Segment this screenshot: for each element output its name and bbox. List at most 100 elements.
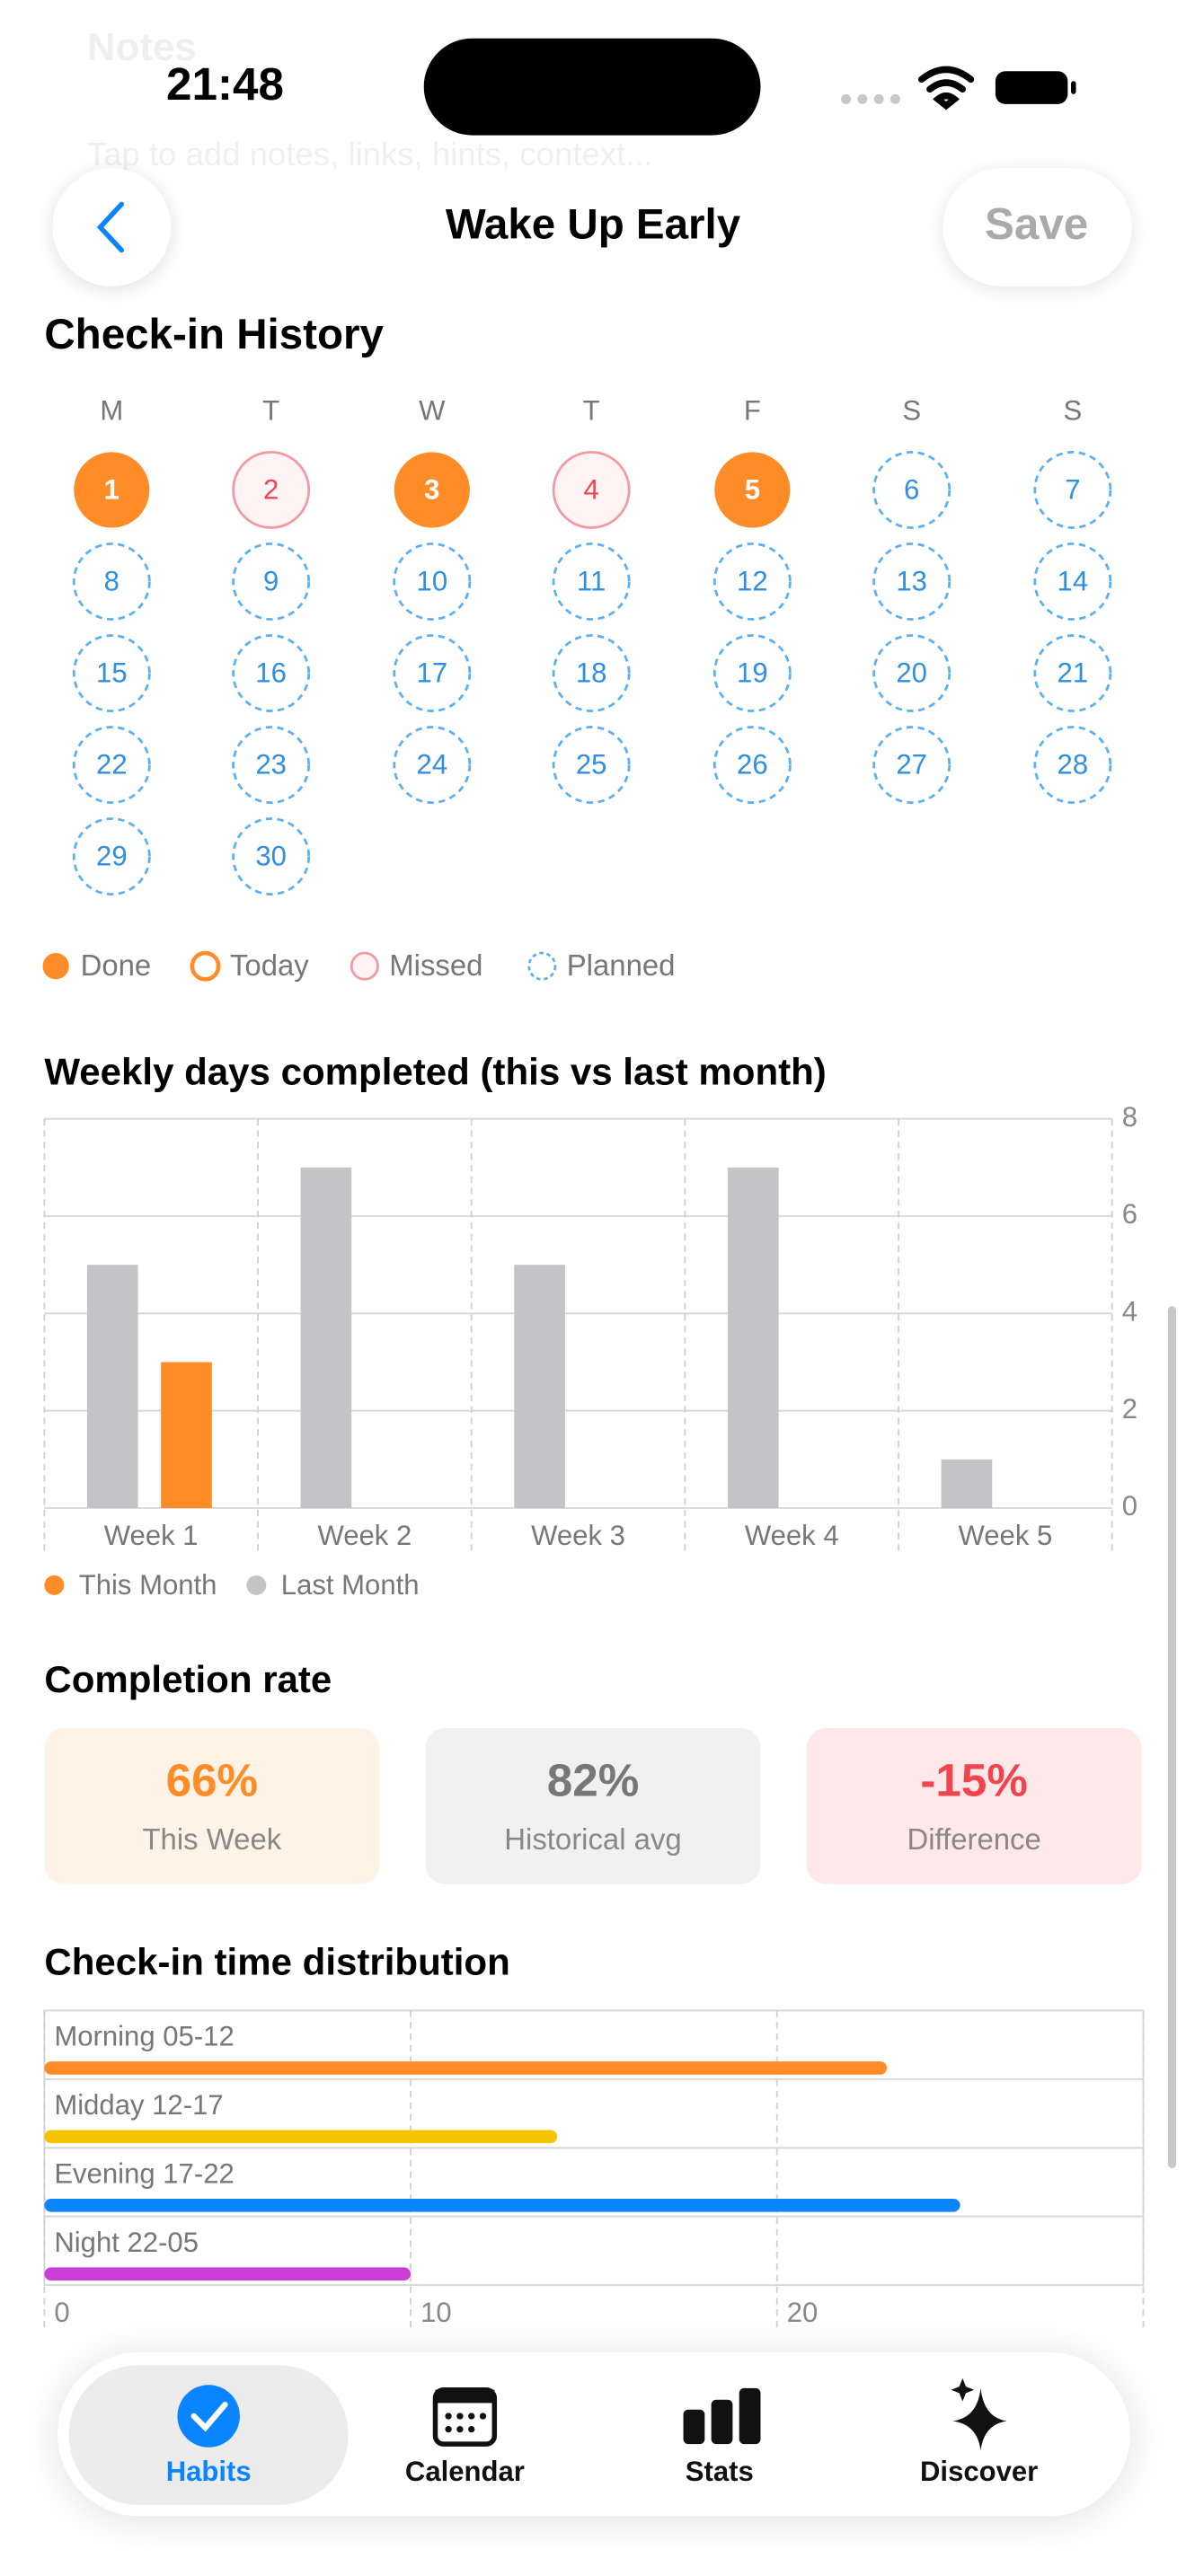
day-label: 29: [96, 841, 128, 872]
day-circle: [74, 452, 150, 528]
day-label: 10: [417, 566, 448, 597]
day-label: 27: [896, 749, 927, 781]
section-title: Completion rate: [44, 1658, 332, 1700]
tab-label: Calendar: [405, 2456, 525, 2487]
day-circle: [232, 543, 311, 621]
bar: [161, 1362, 212, 1508]
x-tick-label: 0: [54, 2297, 69, 2328]
weekday: M: [100, 395, 123, 427]
day-circle: [552, 543, 631, 621]
legend-label: Today: [230, 948, 309, 982]
category-label: Night 22-05: [54, 2227, 199, 2258]
day-circle: [872, 726, 951, 804]
bar: [44, 2198, 960, 2212]
tab-label: Stats: [686, 2456, 754, 2487]
weekday: S: [1063, 395, 1082, 427]
day-circle: [394, 452, 470, 528]
day-circle: [72, 634, 151, 712]
legend-swatch: [350, 951, 379, 981]
save-button[interactable]: [943, 168, 1132, 287]
bar: [44, 2267, 412, 2280]
day-label: 21: [1058, 657, 1089, 689]
day-label: 12: [737, 566, 768, 597]
legend-swatch: [246, 1575, 267, 1595]
day-circle: [872, 543, 951, 621]
stats-icon: [683, 2387, 761, 2445]
weekday: T: [262, 395, 279, 427]
notes-hint: Tap to add notes, links, hints, context.…: [87, 136, 653, 172]
y-tick-label: 6: [1122, 1198, 1137, 1230]
legend-label: This Month: [79, 1569, 217, 1601]
category-label: Evening 17-22: [54, 2158, 234, 2190]
day-label: 25: [576, 749, 607, 781]
category-label: Midday 12-17: [54, 2089, 223, 2121]
day-circle: [1033, 634, 1112, 712]
bar: [44, 2130, 558, 2144]
day-circle: [393, 726, 472, 804]
x-tick-label: 10: [420, 2297, 452, 2328]
day-circle: [72, 817, 151, 895]
day-circle: [552, 634, 631, 712]
back-button[interactable]: [52, 168, 172, 287]
day-circle: [1033, 726, 1112, 804]
category-label: Morning 05-12: [54, 2021, 234, 2052]
bar: [86, 1265, 138, 1508]
day-label: 16: [255, 657, 287, 689]
weekday: F: [744, 395, 761, 427]
x-tick-label: 20: [787, 2297, 819, 2328]
day-circle: [714, 452, 791, 528]
day-label: 11: [577, 566, 606, 597]
day-label: 18: [576, 657, 607, 689]
day-label: 26: [737, 749, 768, 781]
weekday: W: [419, 395, 446, 427]
day-circle: [232, 451, 311, 529]
tab-label: Discover: [920, 2456, 1038, 2487]
day-label: 7: [1065, 473, 1080, 505]
x-tick-label: Week 4: [745, 1520, 839, 1551]
legend-swatch: [190, 950, 221, 982]
day-circle: [552, 726, 631, 804]
stat-value: 82%: [547, 1755, 639, 1806]
y-tick-label: 8: [1122, 1101, 1137, 1133]
day-circle: [72, 543, 151, 621]
status-time: 21:48: [166, 58, 284, 110]
calendar-icon: [432, 2387, 498, 2447]
day-circle: [393, 543, 472, 621]
chart-title: Weekly days completed (this vs last mont…: [44, 1050, 826, 1092]
day-label: 30: [255, 841, 287, 872]
day-circle: [232, 817, 311, 895]
stat-value: 66%: [166, 1755, 258, 1806]
stat-label: Historical avg: [504, 1822, 681, 1856]
signal: [841, 93, 900, 104]
day-label: 14: [1058, 566, 1089, 597]
day-label: 28: [1058, 749, 1089, 781]
header-title: Wake Up Early: [446, 201, 741, 249]
day-circle: [1033, 451, 1112, 529]
y-tick-label: 0: [1122, 1490, 1137, 1522]
bar: [514, 1265, 565, 1508]
discover-icon: [951, 2378, 1007, 2451]
day-label: 8: [104, 566, 119, 597]
wifi-icon: [917, 66, 975, 110]
day-circle: [232, 634, 311, 712]
day-label: 19: [737, 657, 768, 689]
stat-card: [425, 1727, 761, 1884]
x-tick-label: Week 5: [958, 1520, 1052, 1551]
weekday: T: [583, 395, 600, 427]
scrollbar: [1167, 1306, 1177, 2168]
day-circle: [712, 543, 792, 621]
bar: [941, 1459, 993, 1508]
bar: [44, 2061, 888, 2075]
day-circle: [393, 634, 472, 712]
x-tick-label: Week 1: [104, 1520, 199, 1551]
x-tick-label: Week 3: [531, 1520, 625, 1551]
day-label: 22: [96, 749, 128, 781]
day-circle: [552, 451, 631, 529]
legend-label: Done: [81, 948, 152, 982]
legend-swatch: [44, 1575, 65, 1595]
notes-title: Notes: [87, 25, 197, 69]
check: [190, 2402, 228, 2432]
tab-label: Habits: [166, 2456, 252, 2487]
day-circle: [712, 726, 792, 804]
